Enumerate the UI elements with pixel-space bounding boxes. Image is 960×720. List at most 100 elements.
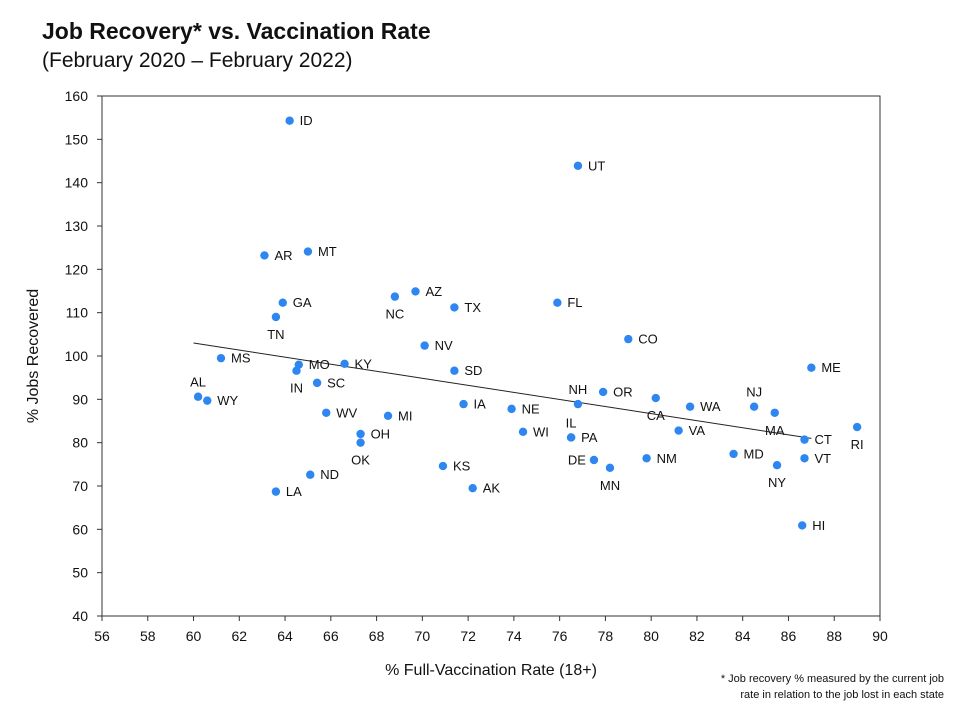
x-tick-label: 76 bbox=[552, 628, 568, 644]
data-point-ky bbox=[340, 359, 349, 368]
data-point-ok bbox=[356, 438, 365, 447]
footnote-line: rate in relation to the job lost in each… bbox=[740, 689, 944, 701]
point-label-ut: UT bbox=[588, 158, 605, 173]
point-label-nv: NV bbox=[435, 338, 453, 353]
x-tick-label: 56 bbox=[94, 628, 110, 644]
point-labels: ID UT AR MT AZ NC TX FL GA TN CO NV ME MS MO KY IN SD SC AL… bbox=[190, 113, 863, 533]
x-tick-label: 78 bbox=[598, 628, 614, 644]
data-point-az bbox=[411, 287, 420, 296]
data-point-ar bbox=[260, 251, 269, 260]
point-label-ma: MA bbox=[765, 423, 785, 438]
point-label-nj: NJ bbox=[746, 385, 762, 400]
data-point-nm bbox=[642, 454, 651, 463]
point-label-al: AL bbox=[190, 375, 206, 390]
data-point-ct bbox=[800, 435, 809, 444]
point-label-pa: PA bbox=[581, 430, 598, 445]
point-label-ks: KS bbox=[453, 459, 471, 474]
point-label-nc: NC bbox=[386, 307, 405, 322]
point-label-id: ID bbox=[300, 113, 313, 128]
x-tick-label: 68 bbox=[369, 628, 385, 644]
data-point-mt bbox=[303, 247, 313, 256]
data-point-pa bbox=[566, 433, 576, 442]
point-label-ga: GA bbox=[293, 295, 312, 310]
data-point-wv bbox=[322, 408, 331, 417]
data-point-id bbox=[285, 116, 294, 125]
point-label-va: VA bbox=[689, 423, 706, 438]
data-point-wy bbox=[203, 396, 212, 405]
data-point-fl bbox=[553, 298, 562, 307]
data-point-nh bbox=[573, 399, 583, 409]
x-tick-label: 62 bbox=[232, 628, 248, 644]
data-point-tx bbox=[450, 303, 459, 312]
point-label-md: MD bbox=[744, 446, 764, 461]
point-label-ca: CA bbox=[647, 408, 665, 423]
data-point-la bbox=[271, 487, 281, 496]
data-point-nv bbox=[420, 341, 429, 350]
data-point-ga bbox=[278, 298, 287, 307]
x-tick-label: 72 bbox=[460, 628, 476, 644]
point-label-tx: TX bbox=[464, 300, 481, 315]
point-label-oh: OH bbox=[371, 427, 391, 442]
y-tick-label: 120 bbox=[65, 261, 89, 277]
data-point-nc bbox=[390, 292, 400, 301]
x-tick-label: 74 bbox=[506, 628, 522, 644]
x-tick-label: 84 bbox=[735, 628, 751, 644]
data-point-al bbox=[193, 392, 203, 401]
y-tick-label: 60 bbox=[72, 521, 88, 537]
point-label-me: ME bbox=[821, 360, 841, 375]
y-tick-label: 40 bbox=[72, 608, 88, 624]
y-tick-label: 130 bbox=[65, 218, 89, 234]
data-point-in bbox=[292, 366, 301, 375]
point-label-wy: WY bbox=[217, 393, 238, 408]
footnote-line: * Job recovery % measured by the current… bbox=[720, 673, 944, 685]
data-point-ne bbox=[507, 404, 516, 414]
data-point-ma bbox=[770, 408, 779, 417]
x-tick-label: 80 bbox=[643, 628, 659, 644]
point-label-nd: ND bbox=[320, 467, 339, 482]
data-point-ms bbox=[216, 353, 226, 363]
y-tick-label: 50 bbox=[72, 565, 88, 581]
data-point-or bbox=[598, 387, 608, 397]
point-label-mo: MO bbox=[309, 357, 330, 372]
data-point-ca bbox=[651, 393, 660, 403]
point-label-ar: AR bbox=[274, 248, 292, 263]
point-label-mn: MN bbox=[600, 478, 620, 493]
data-point-ri bbox=[852, 422, 862, 432]
data-point-hi bbox=[798, 521, 807, 530]
y-tick-label: 100 bbox=[65, 348, 89, 364]
point-label-nh: NH bbox=[569, 382, 588, 397]
x-tick-label: 90 bbox=[872, 628, 888, 644]
point-label-or: OR bbox=[613, 384, 633, 399]
point-label-tn: TN bbox=[267, 327, 284, 342]
point-label-ky: KY bbox=[355, 356, 373, 371]
x-tick-label: 70 bbox=[415, 628, 431, 644]
point-label-az: AZ bbox=[425, 284, 442, 299]
x-tick-label: 64 bbox=[277, 628, 293, 644]
data-point-me bbox=[807, 363, 816, 372]
x-tick-label: 60 bbox=[186, 628, 202, 644]
data-point-mi bbox=[383, 411, 393, 420]
y-tick-label: 160 bbox=[65, 88, 89, 104]
data-point-sd bbox=[450, 366, 459, 375]
data-point-ut bbox=[573, 161, 583, 170]
y-tick-label: 90 bbox=[72, 391, 88, 407]
point-label-sd: SD bbox=[464, 363, 482, 378]
point-label-wa: WA bbox=[700, 399, 721, 414]
y-tick-label: 150 bbox=[65, 131, 89, 147]
data-point-nd bbox=[306, 470, 315, 479]
point-label-ms: MS bbox=[231, 351, 251, 366]
point-label-ny: NY bbox=[768, 475, 786, 490]
point-label-ct: CT bbox=[814, 432, 831, 447]
data-points bbox=[193, 116, 862, 530]
point-label-ok: OK bbox=[351, 453, 370, 468]
x-tick-label: 66 bbox=[323, 628, 339, 644]
data-point-ak bbox=[468, 483, 477, 493]
point-label-co: CO bbox=[638, 332, 658, 347]
data-point-vt bbox=[800, 454, 809, 463]
x-tick-label: 82 bbox=[689, 628, 705, 644]
footnote: * Job recovery % measured by the current… bbox=[721, 671, 944, 703]
x-tick-label: 88 bbox=[826, 628, 842, 644]
data-point-va bbox=[674, 426, 683, 435]
point-label-mi: MI bbox=[398, 408, 412, 423]
trendline bbox=[193, 342, 812, 439]
